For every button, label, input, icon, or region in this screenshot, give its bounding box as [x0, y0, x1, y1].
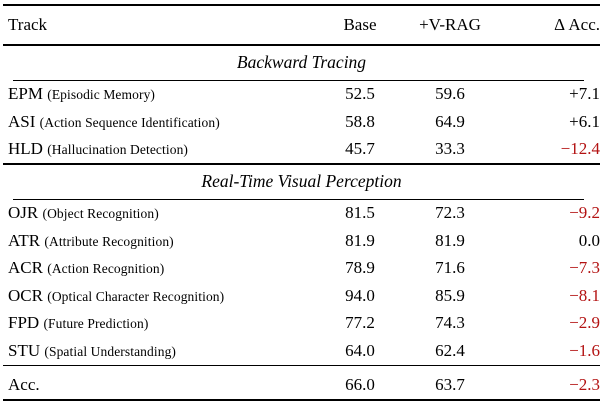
- column-header-delta: Δ Acc.: [554, 15, 600, 34]
- table-row: EPM (Episodic Memory) 52.5 59.6 +7.1: [0, 81, 603, 109]
- track-cell: OCR (Optical Character Recognition): [8, 286, 325, 306]
- vrag-value: 74.3: [435, 313, 465, 333]
- vrag-value: 33.3: [435, 139, 465, 159]
- delta-value: −8.1: [569, 285, 600, 305]
- track-cell: FPD (Future Prediction): [8, 313, 325, 333]
- track-description: (Object Recognition): [42, 206, 159, 222]
- track-acronym: ATR: [8, 230, 41, 250]
- base-value: 81.5: [345, 203, 375, 223]
- top-rule: [3, 4, 600, 6]
- track-cell: OJR (Object Recognition): [8, 203, 325, 223]
- delta-value: +6.1: [569, 111, 600, 131]
- section-underline: [13, 198, 584, 200]
- delta-value: −9.2: [569, 203, 600, 223]
- vrag-value: 72.3: [435, 203, 465, 223]
- accuracy-summary-row: Acc. 66.0 63.7 −2.3: [0, 366, 603, 399]
- base-value: 94.0: [345, 285, 375, 305]
- track-acronym: OJR: [8, 203, 39, 223]
- base-value: 81.9: [345, 230, 375, 250]
- footer-rule: [3, 364, 600, 366]
- table-row: STU (Spatial Understanding) 64.0 62.4 −1…: [0, 337, 603, 365]
- vrag-value: 59.6: [435, 84, 465, 104]
- base-value: 58.8: [345, 111, 375, 131]
- track-cell: ACR (Action Recognition): [8, 258, 325, 278]
- table-header-row: Track Base +V-RAG Δ Acc.: [0, 6, 603, 44]
- track-acronym: ASI: [8, 111, 36, 131]
- track-description: (Spatial Understanding): [44, 343, 177, 359]
- table-row: HLD (Hallucination Detection) 45.7 33.3 …: [0, 136, 603, 164]
- track-cell: HLD (Hallucination Detection): [8, 139, 325, 159]
- table-row: ATR (Attribute Recognition) 81.9 81.9 0.…: [0, 227, 603, 255]
- base-value: 64.0: [345, 340, 375, 360]
- track-description: (Episodic Memory): [47, 87, 156, 103]
- delta-value: −12.4: [560, 139, 600, 159]
- header-rule: [3, 44, 600, 46]
- track-description: (Optical Character Recognition): [47, 288, 225, 304]
- base-value: 45.7: [345, 139, 375, 159]
- track-cell: ATR (Attribute Recognition): [8, 231, 325, 251]
- section-divider-rule: [3, 163, 600, 165]
- base-value: 52.5: [345, 84, 375, 104]
- vrag-value: 81.9: [435, 230, 465, 250]
- vrag-value: 71.6: [435, 258, 465, 278]
- track-acronym: STU: [8, 340, 41, 360]
- section-title-real-time-visual-perception: Real-Time Visual Perception: [201, 171, 402, 191]
- track-acronym: OCR: [8, 285, 43, 305]
- bottom-rule: [3, 399, 600, 401]
- table-row: ASI (Action Sequence Identification) 58.…: [0, 108, 603, 136]
- base-value: 66.0: [345, 374, 375, 394]
- table-row: ACR (Action Recognition) 78.9 71.6 −7.3: [0, 255, 603, 283]
- delta-value: 0.0: [578, 230, 600, 250]
- track-cell: EPM (Episodic Memory): [8, 84, 325, 104]
- footer-label: Acc.: [8, 374, 40, 394]
- base-value: 77.2: [345, 313, 375, 333]
- delta-value: −2.9: [569, 313, 600, 333]
- column-header-base: Base: [343, 15, 377, 34]
- vrag-value: 85.9: [435, 285, 465, 305]
- section-underline: [13, 79, 584, 81]
- column-header-vrag: +V-RAG: [419, 15, 481, 34]
- track-cell: STU (Spatial Understanding): [8, 341, 325, 361]
- track-description: (Hallucination Detection): [47, 142, 189, 158]
- table-row: OJR (Object Recognition) 81.5 72.3 −9.2: [0, 200, 603, 228]
- track-description: (Attribute Recognition): [44, 233, 174, 249]
- track-description: (Future Prediction): [43, 316, 149, 332]
- vrag-value: 64.9: [435, 111, 465, 131]
- delta-value: −1.6: [569, 340, 600, 360]
- vrag-value: 63.7: [435, 374, 465, 394]
- table-row: FPD (Future Prediction) 77.2 74.3 −2.9: [0, 310, 603, 338]
- table-row: OCR (Optical Character Recognition) 94.0…: [0, 282, 603, 310]
- track-cell: ASI (Action Sequence Identification): [8, 112, 325, 132]
- delta-value: +7.1: [569, 84, 600, 104]
- track-acronym: FPD: [8, 313, 40, 333]
- track-description: (Action Sequence Identification): [39, 114, 220, 130]
- delta-value: −7.3: [569, 258, 600, 278]
- vrag-value: 62.4: [435, 340, 465, 360]
- section-title-backward-tracing: Backward Tracing: [236, 52, 367, 72]
- track-acronym: HLD: [8, 139, 43, 159]
- track-description: (Action Recognition): [47, 261, 165, 277]
- base-value: 78.9: [345, 258, 375, 278]
- track-acronym: ACR: [8, 258, 43, 278]
- track-acronym: EPM: [8, 84, 43, 104]
- delta-value: −2.3: [569, 374, 600, 394]
- column-header-track: Track: [8, 15, 48, 34]
